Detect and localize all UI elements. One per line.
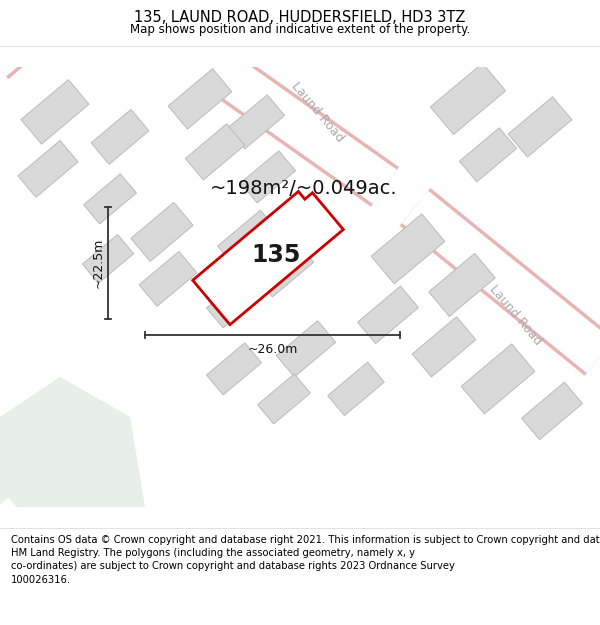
Polygon shape (21, 80, 89, 144)
Polygon shape (218, 210, 278, 268)
Text: ~22.5m: ~22.5m (91, 238, 104, 288)
Polygon shape (185, 124, 245, 180)
Text: Contains OS data © Crown copyright and database right 2021. This information is : Contains OS data © Crown copyright and d… (11, 535, 600, 584)
Polygon shape (460, 128, 517, 182)
Polygon shape (227, 95, 284, 149)
Polygon shape (430, 63, 506, 134)
Polygon shape (193, 191, 343, 324)
Text: Laund Road: Laund Road (289, 79, 347, 144)
Text: 135: 135 (251, 243, 301, 267)
Polygon shape (371, 214, 445, 284)
Polygon shape (508, 97, 572, 157)
Polygon shape (139, 251, 197, 306)
Polygon shape (412, 317, 476, 377)
Polygon shape (328, 362, 384, 416)
Polygon shape (277, 321, 335, 377)
Polygon shape (168, 69, 232, 129)
Text: ~26.0m: ~26.0m (247, 343, 298, 356)
Text: Laund Road: Laund Road (487, 282, 545, 348)
Polygon shape (461, 344, 535, 414)
Polygon shape (429, 253, 495, 316)
Polygon shape (131, 202, 193, 261)
Polygon shape (18, 141, 78, 198)
Text: Map shows position and indicative extent of the property.: Map shows position and indicative extent… (130, 22, 470, 36)
Text: ~198m²/~0.049ac.: ~198m²/~0.049ac. (210, 179, 398, 198)
Polygon shape (0, 377, 145, 507)
Polygon shape (91, 109, 149, 164)
Polygon shape (83, 174, 136, 224)
Polygon shape (521, 382, 583, 439)
Polygon shape (254, 241, 314, 297)
Polygon shape (206, 343, 262, 395)
Polygon shape (241, 151, 296, 203)
Polygon shape (358, 286, 418, 344)
Polygon shape (206, 276, 262, 328)
Polygon shape (257, 374, 310, 424)
Text: 135, LAUND ROAD, HUDDERSFIELD, HD3 3TZ: 135, LAUND ROAD, HUDDERSFIELD, HD3 3TZ (134, 10, 466, 25)
Polygon shape (82, 234, 134, 283)
